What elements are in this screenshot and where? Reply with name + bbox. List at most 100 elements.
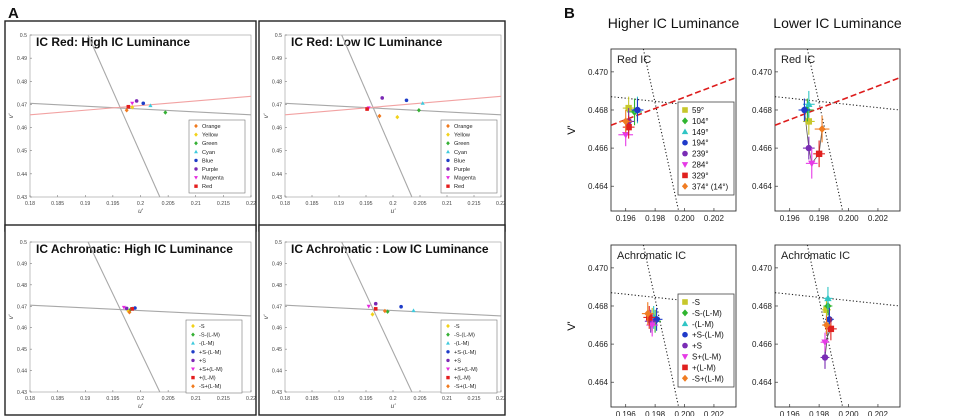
point--S+(L-M): [127, 310, 132, 315]
legend-marker--S+(L-M): [191, 384, 195, 389]
point-+S+(L-M): [366, 304, 371, 309]
y-tick-label: 0.47: [17, 304, 27, 310]
legend-marker-Green: [446, 141, 450, 146]
panel-label-a: A: [8, 5, 19, 22]
legend-marker-+(L-M): [682, 364, 688, 371]
point-+S: [124, 306, 129, 311]
point-Red: [365, 107, 369, 111]
legend-marker-329°: [682, 172, 688, 179]
legend-label: Magenta: [202, 176, 225, 182]
point-Cyan: [148, 103, 153, 108]
legend-marker-Green: [194, 141, 198, 146]
x-tick-label: 0.185: [306, 396, 319, 402]
point-149°: [805, 100, 813, 107]
y-tick-label: 0.466: [588, 340, 609, 349]
y-tick-label: 0.44: [272, 172, 282, 178]
legend-label: +S: [692, 342, 702, 351]
point-Orange: [377, 113, 382, 119]
y-tick-label: 0.468: [752, 106, 773, 115]
y-tick-label: 0.45: [272, 149, 282, 155]
x-tick-label: 0.21: [191, 201, 201, 207]
point--S: [370, 312, 375, 317]
legend-box: [440, 119, 498, 194]
point-59°: [805, 118, 813, 125]
point--S+(L-M): [822, 321, 830, 330]
legend-marker-+S: [682, 342, 688, 349]
y-tick-label: 0.470: [752, 264, 773, 273]
legend-marker-Magenta: [194, 176, 198, 180]
point-Purple: [380, 96, 385, 100]
legend-label: Cyan: [454, 150, 467, 156]
x-tick-label: 0.22: [496, 396, 506, 402]
legend-label: -(L-M): [199, 341, 214, 347]
legend-label: -(L-M): [454, 341, 469, 347]
legend-label: -S: [454, 324, 460, 330]
legend-marker--(L-M): [681, 320, 689, 327]
y-tick-label: 0.470: [588, 68, 609, 77]
legend-marker-149°: [681, 128, 689, 135]
legend-label: Red: [454, 184, 464, 190]
point-+S-(L-M): [826, 316, 833, 323]
point--(L-M): [411, 308, 416, 313]
legend-marker-Red: [446, 184, 450, 188]
chart-a-2: 0.18 0.185 0.19 0.195 0.2 0.205 0.21 0.215 0.22 0…: [258, 20, 506, 232]
x-tick-label: 0.200: [839, 410, 860, 416]
point-Yellow: [130, 104, 135, 110]
column-title: Lower IC Luminance: [773, 15, 902, 31]
y-tick-label: 0.43: [272, 390, 282, 396]
x-tick-label: 0.198: [809, 214, 830, 223]
x-tick-label: 0.195: [106, 396, 119, 402]
legend-marker-284°: [681, 162, 689, 168]
chart-title: IC Red: Low IC Luminance: [291, 35, 443, 49]
x-tick-label: 0.19: [80, 396, 90, 402]
x-tick-label: 0.195: [360, 201, 373, 207]
x-tick-label: 0.200: [839, 214, 860, 223]
x-tick-label: 0.21: [442, 201, 452, 207]
point-Red: [126, 104, 131, 109]
legend-label: S+(L-M): [692, 353, 721, 362]
x-tick-label: 0.21: [442, 396, 452, 402]
line-dotted-steep: [806, 49, 844, 211]
legend-label: -S: [692, 298, 700, 307]
line-dotted-flat: [775, 292, 900, 307]
x-tick-label: 0.19: [334, 201, 344, 207]
legend-label: +S+(L-M): [199, 367, 223, 373]
inset-label: Achromatic IC: [781, 250, 850, 262]
legend-label: -S-(L-M): [454, 333, 475, 339]
point-+(L-M): [373, 307, 378, 311]
legend-marker-59°: [682, 107, 688, 113]
legend-box: [185, 319, 243, 394]
x-tick-label: 0.2: [137, 396, 144, 402]
legend-label: 149°: [692, 128, 709, 137]
x-tick-label: 0.196: [616, 410, 637, 416]
chart-a-1: 0.18 0.185 0.19 0.195 0.2 0.205 0.21 0.215 0.22 0…: [4, 20, 257, 232]
legend-marker--S: [446, 323, 450, 329]
legend-box: [677, 293, 735, 388]
x-tick-label: 0.22: [496, 201, 506, 207]
y-tick-label: 0.47: [272, 102, 282, 108]
y-axis-label: v': [263, 314, 270, 319]
legend-label: Yellow: [454, 133, 471, 139]
y-tick-label: 0.470: [588, 264, 609, 273]
charts-layer: 0.18 0.185 0.19 0.195 0.2 0.205 0.21 0.215 0.22 0…: [4, 15, 902, 416]
y-tick-label: 0.5: [20, 33, 27, 39]
chart-b-1: 0.196 0.198 0.200 0.202 0.464 0.466 0.468 0.470…: [566, 15, 739, 223]
chart-b-2: 0.196 0.198 0.200 0.202 0.464 0.466 0.468 0.470…: [752, 15, 902, 223]
y-tick-label: 0.5: [275, 240, 282, 246]
x-tick-label: 0.22: [246, 201, 256, 207]
legend-marker-104°: [681, 117, 689, 125]
point--S-(L-M): [385, 309, 390, 314]
y-tick-label: 0.47: [17, 102, 27, 108]
legend-label: -S-(L-M): [692, 309, 722, 318]
x-tick-label: 0.205: [162, 201, 175, 207]
x-tick-label: 0.198: [645, 214, 666, 223]
legend-marker-Cyan: [194, 149, 198, 154]
point--S: [823, 306, 830, 313]
y-tick-label: 0.49: [272, 56, 282, 62]
legend-marker-Orange: [446, 123, 450, 129]
line-dotted-steep: [642, 49, 680, 211]
legend-marker-Magenta: [446, 176, 450, 180]
y-tick-label: 0.5: [20, 240, 27, 246]
line-red-dashed: [775, 76, 900, 126]
panel-label-b: B: [564, 5, 575, 22]
